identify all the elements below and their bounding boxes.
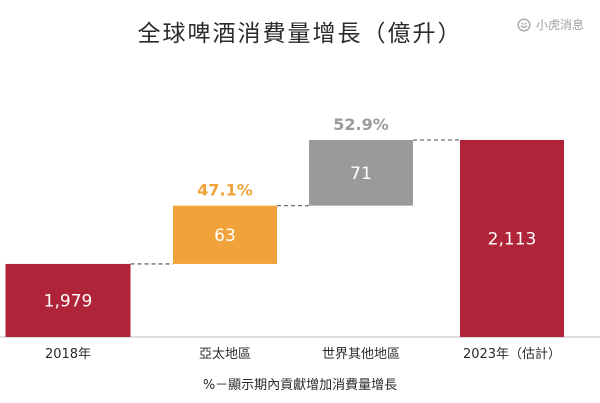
bar-value-label: 2,113 [488,229,537,249]
bar-4 [460,139,564,337]
chart-title: 全球啤酒消費量增長（億升） [137,21,463,47]
bar-value-label: 71 [350,164,372,184]
bar-2 [173,205,277,264]
x-tick-label: 2023年（估計） [463,346,561,362]
watermark: 小虎消息 [517,16,584,33]
x-tick-label: 2018年 [45,347,91,362]
bar-value-label: 1,979 [44,291,93,311]
percent-label: 47.1% [197,181,253,200]
watermark-text: 小虎消息 [535,18,584,32]
bar-value-label: 63 [214,226,236,246]
bar-3 [309,139,413,206]
bar-1 [5,263,131,337]
tiger-logo-icon [517,17,531,32]
percent-label: 52.9% [333,115,389,134]
footnote: %－顯示期內貢獻增加消費量增長 [202,378,398,393]
x-tick-label: 世界其他地區 [322,347,400,362]
x-tick-label: 亞太地區 [199,347,251,362]
